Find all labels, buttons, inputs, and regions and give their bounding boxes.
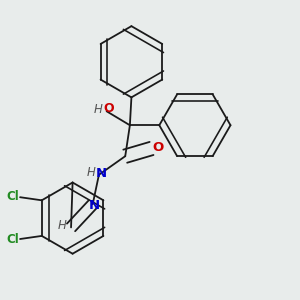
Text: H: H xyxy=(58,219,67,232)
Text: Cl: Cl xyxy=(6,190,19,203)
Text: O: O xyxy=(103,102,113,115)
Text: N: N xyxy=(95,167,106,180)
Text: H: H xyxy=(87,166,96,179)
Text: O: O xyxy=(153,141,164,154)
Text: H: H xyxy=(94,103,102,116)
Text: N: N xyxy=(89,199,100,212)
Text: Cl: Cl xyxy=(6,233,19,246)
